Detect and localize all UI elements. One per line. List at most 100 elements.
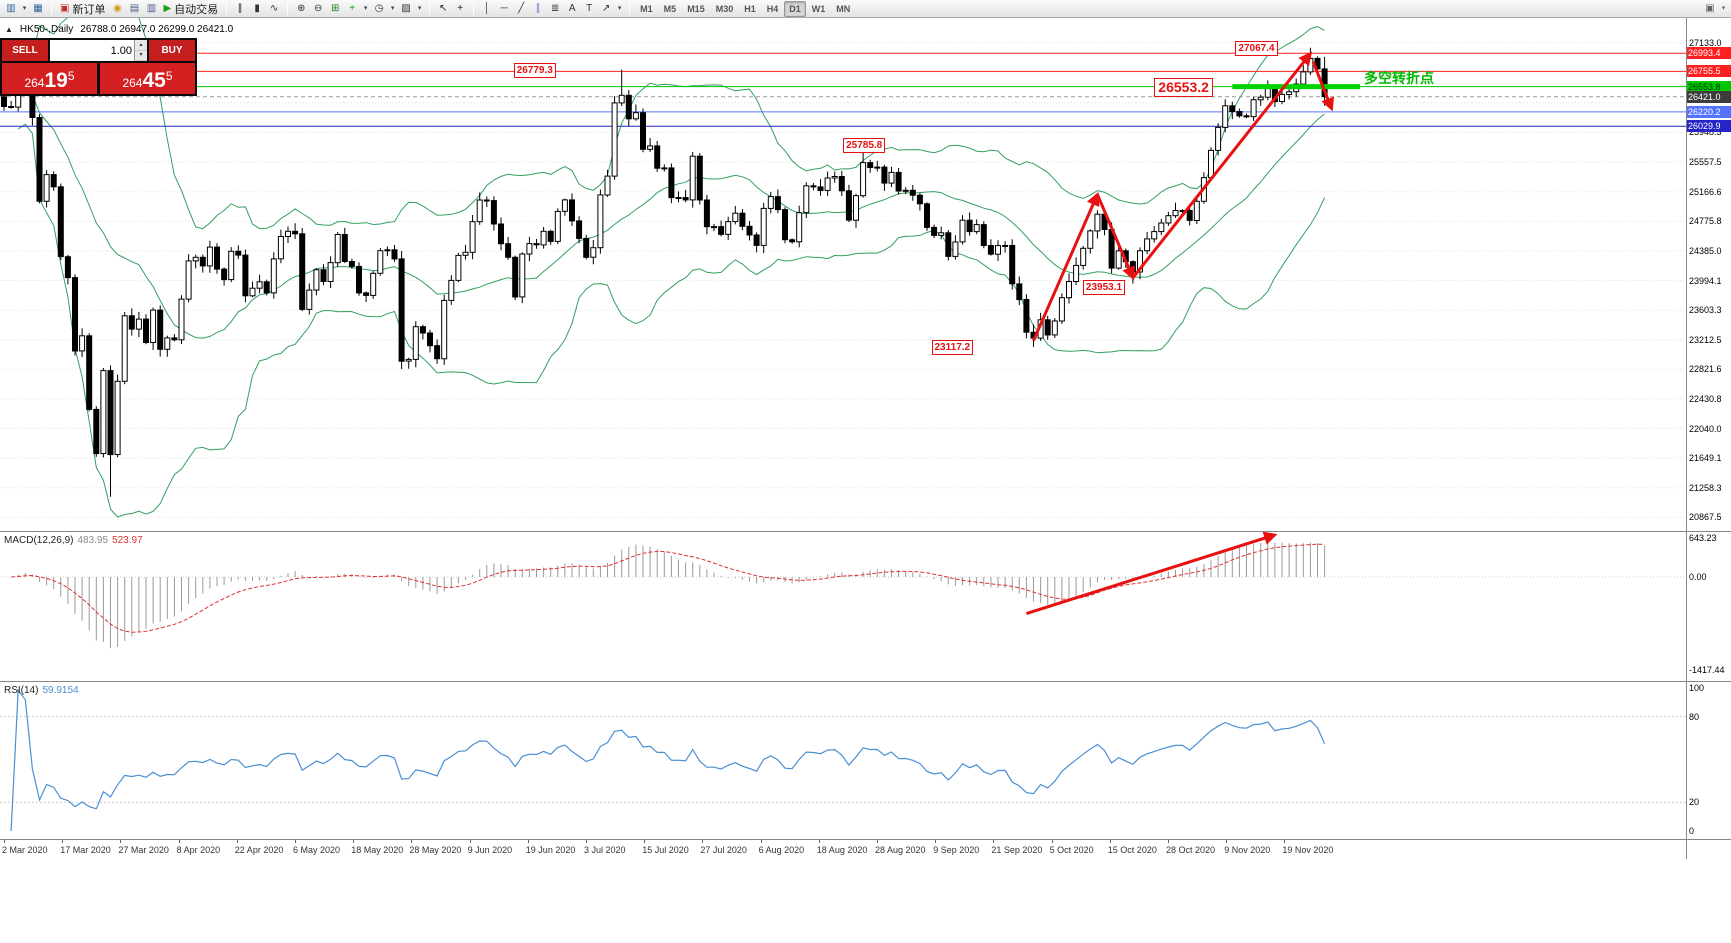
sell-price-button[interactable]: 264 19 5 <box>2 63 97 94</box>
timeframe-d1-button[interactable]: D1 <box>784 0 806 17</box>
price-annotation-label: 25785.8 <box>843 137 886 153</box>
time-axis-label: 28 Oct 2020 <box>1166 845 1216 855</box>
price-axis-label: 24775.8 <box>1689 216 1722 227</box>
templates-button[interactable]: ▨ <box>398 1 414 17</box>
oneclick-collapse-icon[interactable]: ▲ <box>5 25 13 34</box>
horn-button[interactable]: ◉ <box>109 1 125 17</box>
rsi-canvas <box>0 688 1686 832</box>
channel-button[interactable]: ∥ <box>530 1 546 17</box>
timeframe-m1-button-label: M1 <box>640 3 653 14</box>
periods-caret[interactable]: ▾ <box>388 1 397 17</box>
periods-button[interactable]: ◷ <box>371 1 387 17</box>
toolbar-sep <box>226 2 228 15</box>
price-tag: 26029.9 <box>1686 120 1731 133</box>
rsi-label: RSI(14) 59.9154 <box>4 685 79 696</box>
volume-input[interactable] <box>50 40 134 61</box>
pivot-annotation-text: 多空转折点 <box>1364 70 1434 86</box>
zoom-out-icon: ⊖ <box>313 2 323 14</box>
price-tag: 26421.0 <box>1686 90 1731 103</box>
buy-price-big: 45 <box>142 69 166 92</box>
periods-icon: ◷ <box>374 2 384 14</box>
trendline-icon: ╱ <box>518 2 525 14</box>
timeframe-m1-button[interactable]: M1 <box>635 1 658 17</box>
line-chart-button[interactable]: ∿ <box>266 1 282 17</box>
vertical-line-button[interactable]: │ <box>479 1 495 17</box>
tile-windows-button[interactable]: ⊞ <box>327 1 343 17</box>
arrows-icon: ↗ <box>601 2 611 14</box>
time-axis-label: 18 Aug 2020 <box>816 845 868 855</box>
new-chart-caret[interactable]: ▾ <box>20 1 29 17</box>
timeframe-m15-button[interactable]: M15 <box>682 1 710 17</box>
volume-increase-icon[interactable]: ▴ <box>135 40 147 51</box>
macd-signal-value: 523.97 <box>112 535 143 546</box>
arrows-caret[interactable]: ▾ <box>615 1 624 17</box>
timeframe-m5-button-label: M5 <box>663 3 677 14</box>
rsi-axis-label: 0 <box>1689 826 1695 836</box>
rsi-axis[interactable]: 100 80 20 0 <box>1686 681 1731 839</box>
arrows-button[interactable]: ↗ <box>598 1 614 17</box>
macd-axis-label: 643.23 <box>1689 533 1717 543</box>
horizontal-line-button[interactable]: ─ <box>496 1 512 17</box>
price-axis-label: 23994.1 <box>1689 275 1722 286</box>
price-axis[interactable]: 27133.0 25948.3 25557.5 25166.6 24775.8 24385… <box>1686 18 1731 531</box>
timeframe-m30-button[interactable]: M30 <box>711 1 739 17</box>
text-label-button[interactable]: T <box>581 1 597 17</box>
trendline-button[interactable]: ╱ <box>513 1 529 17</box>
cursor-button[interactable]: ↖ <box>435 1 451 17</box>
timeframe-w1-button[interactable]: W1 <box>807 1 831 17</box>
window-button[interactable]: ▣ <box>1702 1 1718 17</box>
price-chart-pane[interactable]: ▲ HK50-,Daily 26788.0 26947.0 26299.0 26… <box>0 18 1686 531</box>
price-axis-label: 22821.6 <box>1689 364 1722 375</box>
timeframe-mn-button[interactable]: MN <box>831 1 855 17</box>
time-axis-label: 27 Jul 2020 <box>700 845 747 855</box>
price-axis-label: 23212.5 <box>1689 334 1722 345</box>
price-tag: 26993.4 <box>1686 47 1731 60</box>
volume-decrease-icon[interactable]: ▾ <box>135 50 147 61</box>
rsi-pane[interactable]: RSI(14) 59.9154 <box>0 681 1686 839</box>
templates-caret[interactable]: ▾ <box>415 1 424 17</box>
market-watch-button[interactable]: ▤ <box>126 1 142 17</box>
price-axis-label: 24385.0 <box>1689 245 1722 256</box>
buy-price-prefix: 264 <box>122 76 143 90</box>
tile-windows-icon: ⊞ <box>330 2 340 14</box>
timeframe-h1-button-label: H1 <box>744 3 756 14</box>
zoom-in-button[interactable]: ⊕ <box>293 1 309 17</box>
templates-caret-icon: ▾ <box>417 5 422 12</box>
text-button[interactable]: A <box>564 1 580 17</box>
new-chart-caret-icon: ▾ <box>22 5 27 12</box>
timeframe-h1-button[interactable]: H1 <box>739 1 761 17</box>
window-caret[interactable]: ▾ <box>1719 1 1728 17</box>
new-order-button[interactable]: ▣ 新订单 <box>57 1 108 17</box>
new-chart-button[interactable]: ▥ <box>3 1 19 17</box>
profiles-button[interactable]: ▦ <box>30 1 46 17</box>
text-label-icon: T <box>586 2 593 14</box>
time-axis-label: 2 Mar 2020 <box>2 845 48 855</box>
candlestick-chart-button[interactable]: ▮ <box>249 1 265 17</box>
timeframe-w1-button-label: W1 <box>811 3 826 14</box>
macd-axis[interactable]: 643.23 0.00 -1417.44 <box>1686 531 1731 681</box>
buy-price-button[interactable]: 264 45 5 <box>100 63 195 94</box>
macd-pane[interactable]: MACD(12,26,9) 483.95 523.97 <box>0 531 1686 681</box>
timeframe-m30-button-label: M30 <box>715 3 734 14</box>
zoom-out-button[interactable]: ⊖ <box>310 1 326 17</box>
buy-button[interactable]: BUY <box>149 40 195 61</box>
timeframe-m5-button[interactable]: M5 <box>659 1 682 17</box>
chart-title: ▲ HK50-,Daily 26788.0 26947.0 26299.0 26… <box>5 24 233 35</box>
sell-button[interactable]: SELL <box>2 40 48 61</box>
indicators-caret[interactable]: ▾ <box>361 1 370 17</box>
crosshair-button[interactable]: + <box>452 1 468 17</box>
terminal-button[interactable]: ▥ <box>143 1 159 17</box>
price-chart-canvas <box>0 18 1686 518</box>
time-axis-label: 9 Nov 2020 <box>1224 845 1271 855</box>
timeframe-h4-button[interactable]: H4 <box>762 1 784 17</box>
fibonacci-button[interactable]: ≣ <box>547 1 563 17</box>
vertical-line-icon: │ <box>484 2 491 14</box>
autotrading-button[interactable]: ▶ 自动交易 <box>160 1 221 17</box>
templates-icon: ▨ <box>401 2 411 14</box>
time-axis[interactable]: 2 Mar 2020 17 Mar 2020 27 Mar 2020 8 Apr 20… <box>0 839 1731 859</box>
time-axis-tick <box>1284 840 1286 843</box>
sell-price-big: 19 <box>44 69 68 92</box>
bar-chart-button[interactable]: ∥ <box>232 1 248 17</box>
indicators-button[interactable]: + <box>344 1 360 17</box>
terminal-icon: ▥ <box>146 2 157 14</box>
